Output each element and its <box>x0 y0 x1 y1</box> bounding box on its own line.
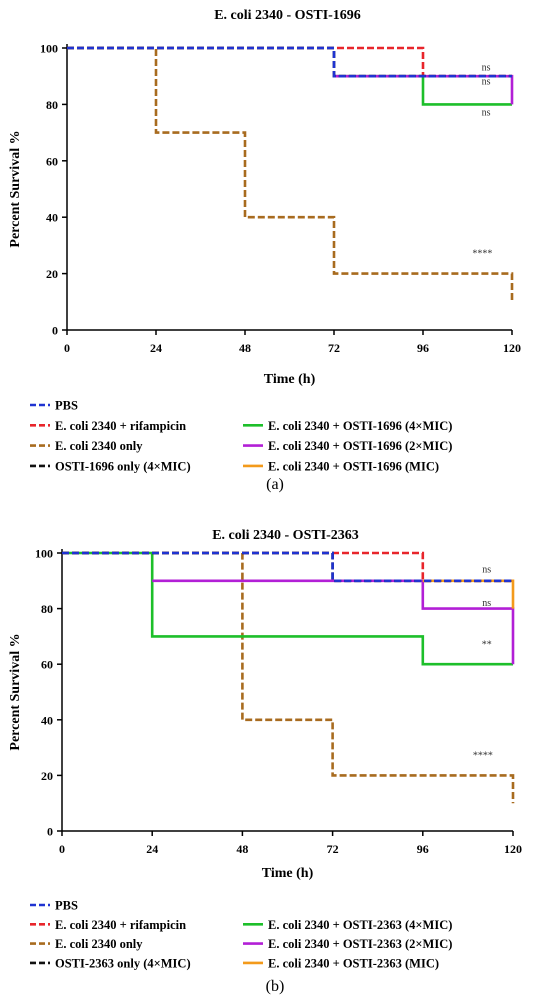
series-line-4 <box>422 579 515 609</box>
legend-label: E. coli 2340 + rifampicin <box>55 419 186 433</box>
significance-label: ns <box>482 564 491 575</box>
y-tick-label: 60 <box>46 154 58 168</box>
series-line-2 <box>67 46 512 78</box>
y-axis-title: Percent Survival % <box>8 633 23 750</box>
x-tick-label: 0 <box>64 341 70 355</box>
x-axis-title: Time (h) <box>264 372 316 387</box>
chart-title: E. coli 2340 - OSTI-1696 <box>214 8 361 23</box>
series-line-6 <box>62 551 513 583</box>
y-tick-label: 80 <box>46 98 58 112</box>
significance-label: ns <box>482 77 491 88</box>
significance-label: ns <box>482 108 491 119</box>
legend: PBS E. coli 2340 + rifampicin E. coli 2340… <box>30 899 452 970</box>
x-axis-title: Time (h) <box>262 866 314 881</box>
legend-label: E. coli 2340 + OSTI-1696 (4×MIC) <box>268 419 452 433</box>
chart-panel-b: E. coli 2340 - OSTI-2363 0 20 40 60 80 100 0 24 4… <box>8 528 522 995</box>
series-line-1 <box>62 551 515 804</box>
significance-label: **** <box>472 249 492 260</box>
legend-label: OSTI-2363 only (4×MIC) <box>55 956 191 970</box>
chart-title: E. coli 2340 - OSTI-2363 <box>212 528 359 543</box>
legend-label: PBS <box>55 899 78 913</box>
y-tick-label: 100 <box>35 547 53 561</box>
y-tick-label: 20 <box>46 267 58 281</box>
significance-label: ns <box>482 598 491 609</box>
series-line-5 <box>62 551 513 583</box>
legend: PBS E. coli 2340 + rifampicin E. coli 2340… <box>30 399 452 473</box>
legend-label: E. coli 2340 only <box>55 439 143 453</box>
series-line-6 <box>67 46 512 78</box>
panel-label: (b) <box>266 978 285 995</box>
legend-label: E. coli 2340 + OSTI-2363 (2×MIC) <box>268 937 452 951</box>
x-tick-label: 24 <box>150 341 162 355</box>
legend-label: OSTI-1696 only (4×MIC) <box>55 459 191 473</box>
significance-label: ** <box>482 640 492 651</box>
x-tick-label: 24 <box>146 842 158 856</box>
legend-label: PBS <box>55 399 78 413</box>
series-line-3 <box>152 579 515 665</box>
y-tick-label: 100 <box>40 42 58 56</box>
panel-label: (a) <box>266 476 284 493</box>
significance-label: **** <box>473 751 493 762</box>
x-tick-label: 48 <box>236 842 248 856</box>
legend-label: E. coli 2340 only <box>55 937 143 951</box>
y-tick-label: 40 <box>41 713 53 727</box>
x-tick-label: 72 <box>327 842 339 856</box>
x-tick-label: 96 <box>417 341 429 355</box>
y-tick-label: 0 <box>47 825 53 839</box>
y-tick-label: 20 <box>41 769 53 783</box>
series-line-7 <box>62 551 513 583</box>
x-tick-label: 72 <box>328 341 340 355</box>
x-tick-label: 48 <box>239 341 251 355</box>
chart-panel-a: E. coli 2340 - OSTI-1696 0 20 40 60 80 100 0 24 4… <box>8 8 521 493</box>
legend-label: E. coli 2340 + OSTI-1696 (2×MIC) <box>268 439 452 453</box>
y-axis-title: Percent Survival % <box>8 130 23 247</box>
legend-label: E. coli 2340 + OSTI-2363 (4×MIC) <box>268 918 452 932</box>
x-tick-label: 0 <box>59 842 65 856</box>
legend-label: E. coli 2340 + OSTI-2363 (MIC) <box>268 956 439 970</box>
x-tick-label: 120 <box>504 842 522 856</box>
x-tick-label: 96 <box>417 842 429 856</box>
y-tick-label: 40 <box>46 211 58 225</box>
significance-label: ns <box>482 63 491 74</box>
y-tick-label: 60 <box>41 658 53 672</box>
y-tick-label: 80 <box>41 602 53 616</box>
legend-label: E. coli 2340 + rifampicin <box>55 918 186 932</box>
series-line-5 <box>67 46 512 78</box>
legend-label: E. coli 2340 + OSTI-1696 (MIC) <box>268 459 439 473</box>
series-line-1 <box>67 46 514 302</box>
x-tick-label: 120 <box>503 341 521 355</box>
y-tick-label: 0 <box>52 324 58 338</box>
